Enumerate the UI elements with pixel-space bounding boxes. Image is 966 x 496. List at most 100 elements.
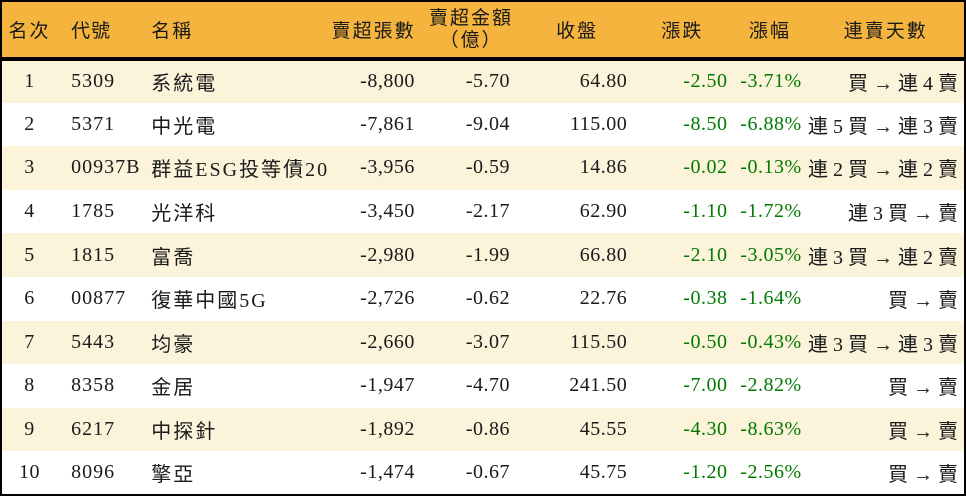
table-row: 8 8358 金居 -1,947 -4.70 241.50 -7.00 -2.82% 買 → 賣: [1, 364, 965, 408]
cell-name: 群益ESG投等債20: [141, 146, 332, 190]
cell-name: 金居: [141, 364, 332, 408]
cell-code: 8358: [57, 364, 142, 408]
cell-chg: -4.30: [632, 407, 733, 452]
cell-vol: -2,660: [331, 320, 420, 365]
cell-amt: -2.17: [419, 189, 523, 234]
cell-name: 系統電: [141, 59, 332, 103]
cell-code: 5371: [57, 102, 142, 147]
cell-code: 00937B: [57, 146, 142, 190]
cell-vol: -7,861: [331, 102, 420, 147]
cell-amt: -0.59: [419, 146, 523, 190]
col-header-rank: 名次: [1, 1, 58, 61]
cell-streak: 連 3 買 → 連 2 賣: [807, 233, 965, 277]
col-header-close: 收盤: [522, 1, 633, 61]
cell-name: 光洋科: [141, 189, 332, 234]
cell-pct: -2.82%: [732, 364, 808, 408]
col-header-sell-amount-line2: （億）: [439, 29, 503, 51]
cell-rank: 10: [1, 451, 58, 495]
cell-vol: -1,474: [331, 451, 420, 495]
cell-vol: -2,980: [331, 233, 420, 277]
cell-streak: 買 → 賣: [807, 276, 965, 321]
table-header: 名次 代號 名稱 賣超張數 賣超金額 （億） 收盤 漲跌 漲幅 連賣天數: [1, 1, 965, 61]
cell-close: 64.80: [522, 59, 633, 103]
col-header-sell-volume: 賣超張數: [331, 1, 420, 61]
cell-close: 22.76: [522, 276, 633, 321]
cell-chg: -7.00: [632, 364, 733, 408]
cell-close: 62.90: [522, 189, 633, 234]
cell-close: 45.55: [522, 407, 633, 452]
cell-code: 5443: [57, 320, 142, 365]
cell-streak: 連 5 買 → 連 3 賣: [807, 102, 965, 147]
table-row: 1 5309 系統電 -8,800 -5.70 64.80 -2.50 -3.71% 買 → 連…: [1, 59, 965, 103]
cell-name: 擎亞: [141, 451, 332, 495]
cell-vol: -8,800: [331, 59, 420, 103]
cell-code: 8096: [57, 451, 142, 495]
cell-code: 5309: [57, 59, 142, 103]
cell-streak: 買 → 賣: [807, 451, 965, 495]
cell-code: 1785: [57, 189, 142, 234]
cell-pct: -3.71%: [732, 59, 808, 103]
cell-rank: 3: [1, 146, 58, 190]
table-row: 10 8096 擎亞 -1,474 -0.67 45.75 -1.20 -2.56% 買 → 賣: [1, 451, 965, 495]
cell-pct: -3.05%: [732, 233, 808, 277]
cell-name: 富喬: [141, 233, 332, 277]
cell-pct: -1.64%: [732, 276, 808, 321]
cell-amt: -0.62: [419, 276, 523, 321]
cell-pct: -6.88%: [732, 102, 808, 147]
cell-streak: 買 → 連 4 賣: [807, 59, 965, 103]
cell-amt: -1.99: [419, 233, 523, 277]
cell-amt: -5.70: [419, 59, 523, 103]
cell-name: 中光電: [141, 102, 332, 147]
cell-streak: 連 3 買 → 賣: [807, 189, 965, 234]
cell-chg: -0.38: [632, 276, 733, 321]
col-header-code: 代號: [57, 1, 142, 61]
cell-amt: -9.04: [419, 102, 523, 147]
table-row: 7 5443 均豪 -2,660 -3.07 115.50 -0.50 -0.43% 連 3 買…: [1, 320, 965, 365]
cell-rank: 9: [1, 407, 58, 452]
col-header-sell-amount-line1: 賣超金額: [428, 8, 513, 30]
cell-vol: -3,956: [331, 146, 420, 190]
cell-chg: -2.50: [632, 59, 733, 103]
table-row: 6 00877 復華中國5G -2,726 -0.62 22.76 -0.38 -1.64% 買…: [1, 276, 965, 321]
cell-code: 00877: [57, 276, 142, 321]
cell-name: 均豪: [141, 320, 332, 365]
cell-code: 1815: [57, 233, 142, 277]
cell-rank: 2: [1, 102, 58, 147]
table-row: 4 1785 光洋科 -3,450 -2.17 62.90 -1.10 -1.72% 連 3 買…: [1, 189, 965, 234]
cell-close: 115.00: [522, 102, 633, 147]
cell-pct: -1.72%: [732, 189, 808, 234]
cell-vol: -3,450: [331, 189, 420, 234]
cell-rank: 8: [1, 364, 58, 408]
cell-name: 復華中國5G: [141, 276, 332, 321]
col-header-change: 漲跌: [632, 1, 733, 61]
cell-rank: 6: [1, 276, 58, 321]
cell-streak: 買 → 賣: [807, 407, 965, 452]
cell-pct: -8.63%: [732, 407, 808, 452]
cell-streak: 連 3 買 → 連 3 賣: [807, 320, 965, 365]
col-header-name: 名稱: [141, 1, 332, 61]
table-row: 2 5371 中光電 -7,861 -9.04 115.00 -8.50 -6.88% 連 5 …: [1, 102, 965, 147]
cell-close: 115.50: [522, 320, 633, 365]
col-header-sell-amount: 賣超金額 （億）: [419, 1, 523, 61]
cell-rank: 5: [1, 233, 58, 277]
cell-close: 241.50: [522, 364, 633, 408]
table-row: 9 6217 中探針 -1,892 -0.86 45.55 -4.30 -8.63% 買 → 賣: [1, 407, 965, 452]
cell-amt: -0.86: [419, 407, 523, 452]
cell-close: 14.86: [522, 146, 633, 190]
cell-chg: -1.10: [632, 189, 733, 234]
cell-rank: 4: [1, 189, 58, 234]
cell-name: 中探針: [141, 407, 332, 452]
col-header-change-pct: 漲幅: [732, 1, 808, 61]
cell-code: 6217: [57, 407, 142, 452]
cell-chg: -8.50: [632, 102, 733, 147]
cell-vol: -1,947: [331, 364, 420, 408]
cell-chg: -2.10: [632, 233, 733, 277]
cell-chg: -0.02: [632, 146, 733, 190]
table-row: 3 00937B 群益ESG投等債20 -3,956 -0.59 14.86 -0.02 -0…: [1, 146, 965, 190]
col-header-sell-streak: 連賣天數: [807, 1, 965, 61]
cell-chg: -1.20: [632, 451, 733, 495]
cell-pct: -2.56%: [732, 451, 808, 495]
cell-pct: -0.13%: [732, 146, 808, 190]
cell-amt: -3.07: [419, 320, 523, 365]
